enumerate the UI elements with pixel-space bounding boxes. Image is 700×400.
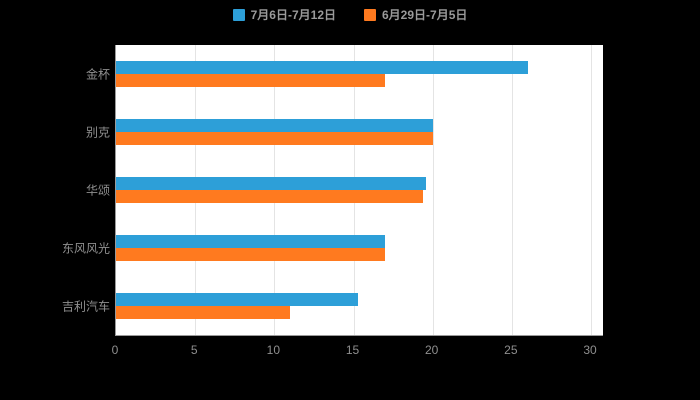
x-tick-label-30: 30 [583, 343, 597, 357]
bar-orange-3[interactable] [116, 248, 386, 261]
y-category-label-2: 华颂 [85, 183, 110, 198]
bar-orange-2[interactable] [116, 190, 424, 203]
x-tick-label-10: 10 [266, 343, 281, 357]
y-category-label-4: 吉利汽车 [61, 299, 110, 314]
x-tick-label-20: 20 [424, 343, 439, 357]
bar-orange-1[interactable] [116, 132, 433, 145]
gridline-x-25 [511, 45, 513, 335]
y-category-label-1: 别克 [85, 125, 110, 140]
bar-blue-1[interactable] [116, 119, 433, 132]
legend-item-week2[interactable]: 7月6日-7月12日 [232, 6, 336, 23]
legend-label-week2: 7月6日-7月12日 [250, 8, 336, 22]
legend-swatch-blue-icon [232, 8, 245, 21]
x-tick-label-5: 5 [190, 343, 198, 357]
bar-blue-4[interactable] [116, 293, 359, 306]
x-tick-label-25: 25 [504, 343, 518, 357]
bar-blue-2[interactable] [116, 177, 427, 190]
x-tick-label-0: 0 [111, 343, 119, 357]
bar-orange-4[interactable] [116, 306, 291, 319]
legend: 7月6日-7月12日 6月29日-7月5日 [0, 6, 700, 23]
gridline-x-20 [432, 45, 434, 335]
legend-swatch-orange-icon [364, 8, 376, 21]
y-category-label-0: 金杯 [85, 67, 110, 82]
bar-blue-0[interactable] [116, 61, 528, 74]
bar-blue-3[interactable] [116, 235, 386, 248]
bar-orange-0[interactable] [116, 74, 386, 87]
x-tick-label-15: 15 [345, 343, 360, 357]
gridline-x-30 [591, 45, 592, 335]
legend-item-week1[interactable]: 6月29日-7月5日 [364, 6, 467, 23]
plot-area [115, 45, 603, 336]
y-category-label-3: 东风风光 [61, 241, 110, 256]
legend-label-week1: 6月29日-7月5日 [382, 8, 468, 22]
